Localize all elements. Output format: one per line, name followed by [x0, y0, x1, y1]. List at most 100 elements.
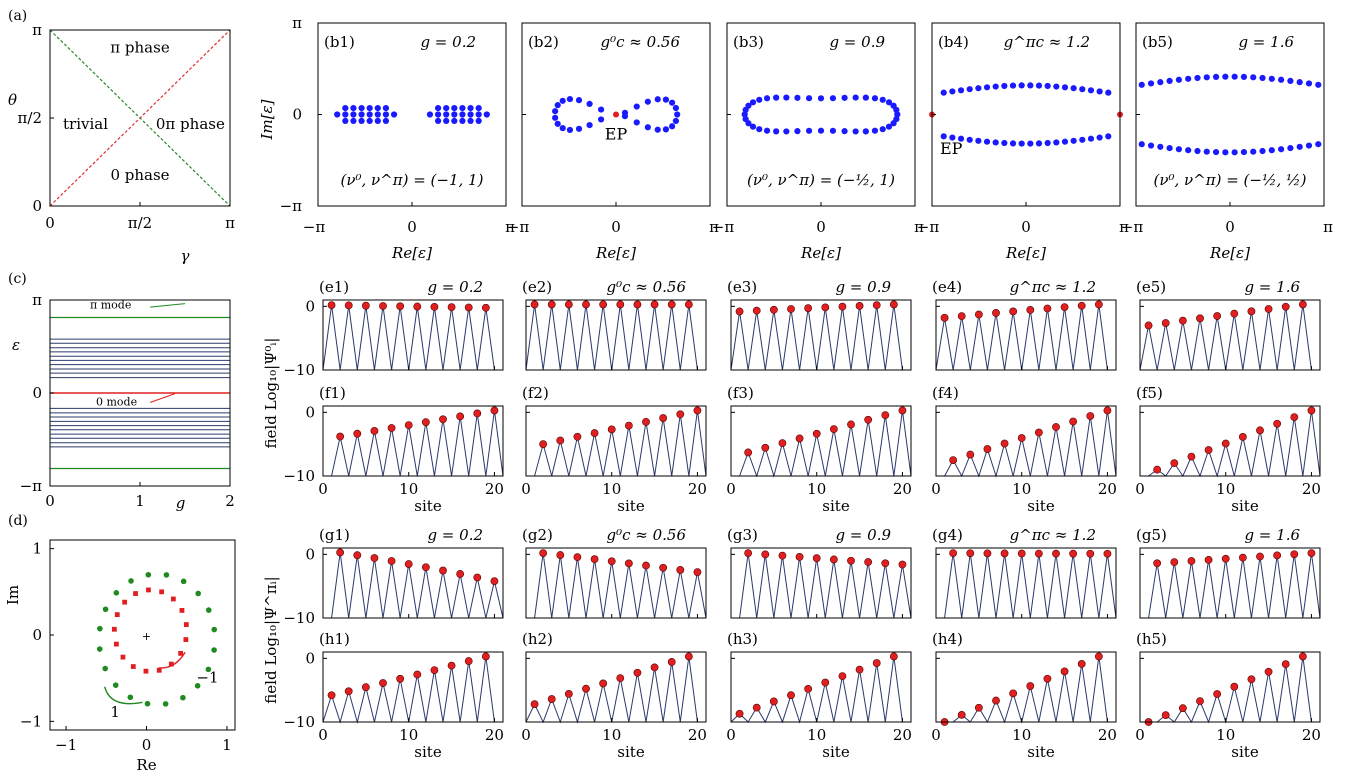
- invariant-label: (ν⁰, ν^π) = (−½, 1): [747, 171, 895, 189]
- zero-mode-arrow: [149, 393, 176, 403]
- profile-point: [795, 434, 804, 443]
- profile-point: [616, 674, 625, 683]
- x-axis-label: site: [414, 497, 442, 515]
- profile-point: [396, 674, 405, 683]
- spectrum-point: [390, 111, 398, 118]
- spectrum-point: [358, 104, 365, 112]
- spectrum-point: [879, 96, 886, 103]
- spectrum-point: [1268, 147, 1275, 154]
- spectrum-point: [459, 104, 466, 112]
- profile-point: [1238, 553, 1247, 562]
- profile-point: [1290, 550, 1299, 559]
- profile-point: [983, 445, 992, 453]
- spectrum-point: [552, 114, 559, 121]
- spectrum-point: [1287, 77, 1294, 85]
- spectrum-point: [983, 138, 991, 145]
- profile-point: [761, 443, 770, 452]
- profile-point: [1213, 690, 1222, 698]
- panel-label: (b1): [324, 33, 355, 51]
- x-tick-label: 0: [1135, 480, 1145, 498]
- spectrum-point: [841, 128, 848, 135]
- profile-point: [1086, 549, 1095, 558]
- x-tick-label: 10: [1012, 480, 1031, 498]
- green-winding-arrow: [104, 686, 143, 705]
- panel-parameter: g⁰c ≈ 0.56: [600, 33, 680, 51]
- spectrum-point: [672, 104, 679, 112]
- profile-point: [650, 663, 659, 672]
- panel-label: (h2): [522, 630, 553, 648]
- ep-label: EP: [940, 139, 963, 158]
- profile-frame: [525, 405, 707, 477]
- profile-point: [421, 563, 430, 572]
- profile-point: [769, 305, 778, 314]
- profile-point: [547, 300, 556, 309]
- winding-point-red: [178, 650, 184, 656]
- profile-frame: [525, 299, 707, 371]
- spectrum-point: [1315, 141, 1322, 148]
- x-tick-label: π: [225, 214, 235, 232]
- profile-point: [1247, 675, 1256, 684]
- spectrum-point: [1087, 135, 1095, 142]
- profile-point: [353, 429, 362, 438]
- profile-line: [1139, 304, 1312, 371]
- profile-point: [1290, 413, 1299, 421]
- phase-region-label: 0 phase: [110, 166, 169, 184]
- x-tick-label: 0: [521, 726, 531, 744]
- panel-label: (h1): [319, 630, 350, 648]
- profile-point: [864, 415, 873, 424]
- spectrum-point: [586, 100, 593, 107]
- profile-line: [944, 553, 1117, 619]
- invariant-label: (ν⁰, ν^π) = (−½, ½): [1154, 171, 1307, 189]
- profile-frame: [525, 651, 707, 723]
- profile-point: [1273, 419, 1282, 428]
- spectrum-point: [1166, 77, 1173, 85]
- x-tick-label: −π: [712, 218, 735, 236]
- spectrum-point: [1044, 82, 1051, 90]
- x-tick-label: 20: [893, 726, 912, 744]
- spectrum-point: [475, 111, 482, 118]
- profile-point: [1238, 433, 1247, 441]
- spectrum-point: [654, 126, 661, 133]
- profile-point: [642, 417, 650, 426]
- spectrum-point: [1185, 75, 1192, 82]
- panel-parameter: g^πc ≈ 1.2: [1010, 526, 1096, 544]
- profile-frame: [1139, 651, 1321, 723]
- spectrum-point: [1305, 142, 1313, 149]
- profile-point: [361, 301, 370, 310]
- spectrum-point: [382, 104, 390, 112]
- spectrum-point: [374, 111, 381, 118]
- profile-point: [396, 302, 405, 311]
- profile-point: [693, 568, 702, 577]
- x-tick-label: 0: [45, 214, 55, 232]
- profile-point: [949, 456, 958, 464]
- x-tick-label: 0: [318, 726, 328, 744]
- profile-point: [430, 302, 439, 311]
- profile-point: [676, 410, 685, 419]
- x-axis-label: site: [617, 497, 645, 515]
- winding-point-red: [168, 661, 174, 667]
- profile-point: [1009, 689, 1018, 698]
- profile-point: [829, 555, 838, 564]
- profile-point: [761, 550, 770, 559]
- spectrum-point: [1044, 139, 1051, 147]
- y-axis-label: Im: [4, 585, 22, 605]
- spectrum-point: [975, 137, 982, 144]
- profile-point: [855, 302, 864, 310]
- profile-point: [590, 555, 599, 564]
- spectrum-point: [451, 117, 458, 125]
- spectrum-point: [1203, 74, 1210, 81]
- profile-frame: [1139, 547, 1321, 619]
- profile-point: [473, 573, 482, 582]
- profile-point: [974, 703, 983, 712]
- profile-point: [1178, 704, 1187, 713]
- profile-point: [633, 300, 642, 309]
- x-tick-label: −π: [507, 218, 530, 236]
- profile-point: [778, 439, 787, 448]
- profile-point: [881, 411, 890, 420]
- x-tick-label: 20: [1098, 726, 1117, 744]
- panel-label: (f4): [932, 384, 959, 402]
- spectrum-point: [1001, 82, 1008, 90]
- winding-point-green: [113, 590, 120, 596]
- profile-point: [992, 309, 1000, 317]
- x-axis-label: Re[ε]: [1209, 244, 1250, 262]
